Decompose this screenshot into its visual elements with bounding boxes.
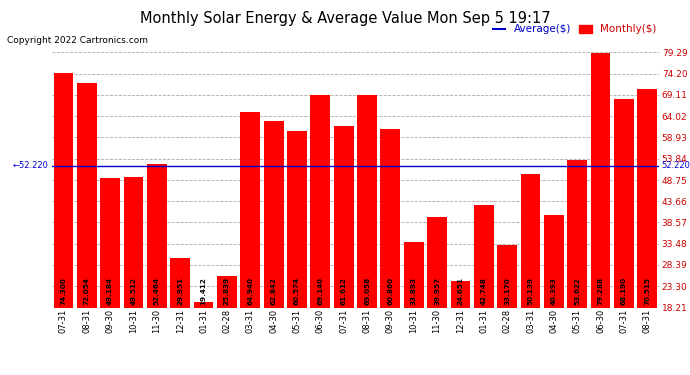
Text: 61.612: 61.612: [341, 278, 346, 305]
Text: Copyright 2022 Cartronics.com: Copyright 2022 Cartronics.com: [7, 36, 148, 45]
Bar: [380, 129, 400, 308]
Text: 52.464: 52.464: [154, 278, 160, 305]
Bar: [264, 121, 284, 308]
Bar: [567, 160, 587, 308]
Text: 79.288: 79.288: [598, 277, 604, 305]
Text: 72.054: 72.054: [83, 278, 90, 305]
Bar: [287, 130, 307, 308]
Bar: [54, 74, 73, 308]
Text: 62.842: 62.842: [270, 278, 277, 305]
Text: 49.184: 49.184: [107, 278, 113, 305]
Bar: [240, 112, 260, 308]
Text: 50.139: 50.139: [527, 278, 533, 305]
Text: ←52.220: ←52.220: [13, 161, 49, 170]
Text: 40.393: 40.393: [551, 278, 557, 305]
Text: 52.220→: 52.220→: [662, 161, 690, 170]
Bar: [147, 165, 167, 308]
Bar: [544, 215, 564, 308]
Bar: [591, 53, 611, 308]
Text: 70.515: 70.515: [644, 278, 650, 305]
Bar: [451, 280, 471, 308]
Bar: [334, 126, 353, 308]
Bar: [170, 258, 190, 308]
Text: 49.512: 49.512: [130, 278, 137, 305]
Bar: [77, 83, 97, 308]
Bar: [497, 245, 517, 308]
Bar: [404, 242, 424, 308]
Text: 29.951: 29.951: [177, 277, 184, 305]
Text: 33.893: 33.893: [411, 278, 417, 305]
Text: 60.860: 60.860: [387, 277, 393, 305]
Text: 19.412: 19.412: [201, 278, 206, 305]
Text: 69.140: 69.140: [317, 278, 324, 305]
Bar: [124, 177, 144, 308]
Text: 42.748: 42.748: [481, 278, 487, 305]
Bar: [474, 205, 494, 308]
Bar: [217, 276, 237, 308]
Text: 60.574: 60.574: [294, 278, 300, 305]
Text: 53.622: 53.622: [574, 278, 580, 305]
Text: 64.940: 64.940: [247, 278, 253, 305]
Text: 24.651: 24.651: [457, 278, 464, 305]
Bar: [194, 303, 213, 307]
Legend: Average($), Monthly($): Average($), Monthly($): [489, 20, 660, 39]
Bar: [614, 99, 634, 308]
Bar: [638, 89, 657, 308]
Text: 33.170: 33.170: [504, 278, 510, 305]
Text: 39.957: 39.957: [434, 277, 440, 305]
Bar: [520, 174, 540, 308]
Bar: [427, 217, 447, 308]
Text: 69.058: 69.058: [364, 277, 370, 305]
Text: 25.839: 25.839: [224, 277, 230, 305]
Bar: [100, 178, 120, 308]
Bar: [357, 95, 377, 308]
Text: 74.300: 74.300: [61, 278, 66, 305]
Text: Monthly Solar Energy & Average Value Mon Sep 5 19:17: Monthly Solar Energy & Average Value Mon…: [139, 11, 551, 26]
Text: 68.190: 68.190: [621, 277, 627, 305]
Bar: [310, 95, 331, 308]
